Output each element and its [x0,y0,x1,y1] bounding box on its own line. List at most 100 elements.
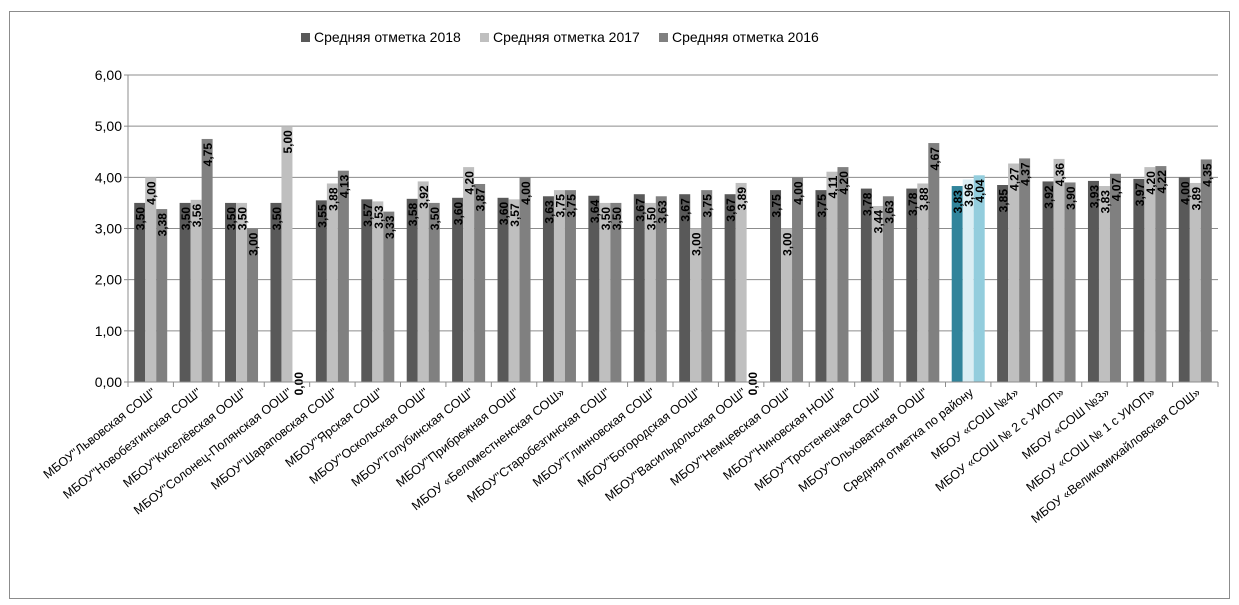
bar [1053,158,1065,382]
data-label: 3,89 [1189,187,1203,211]
bar [792,177,804,382]
legend-swatch [480,33,489,42]
bar [906,188,918,382]
data-label: 3,63 [655,200,669,224]
data-label: 4,35 [1200,163,1214,187]
data-label: 3,90 [1064,186,1078,210]
y-tick-label: 4,00 [95,169,122,185]
bar [474,183,486,382]
y-tick-label: 0,00 [95,374,122,390]
bar [917,183,929,382]
bar [1178,177,1190,382]
data-label: 4,20 [1144,171,1158,195]
bar [201,138,213,382]
bar [315,200,327,382]
bar [1087,180,1099,382]
data-label: 3,50 [270,207,284,231]
data-label: 0,00 [292,372,306,396]
bar [815,190,827,382]
data-label: 4,00 [519,181,533,205]
data-label: 4,00 [792,181,806,205]
x-axis: МБОУ"Львовская СОШ"МБОУ"Новобезгинская С… [41,381,1219,526]
data-label: 3,00 [690,232,704,256]
bar [644,202,656,382]
bar [1008,163,1020,382]
bar [1155,166,1167,382]
data-label: 3,85 [997,189,1011,213]
data-label: 3,88 [917,187,931,211]
y-tick-label: 6,00 [95,67,122,83]
bar [679,194,691,382]
data-label: 3,50 [644,207,658,231]
bar [837,167,849,382]
bar [599,202,611,382]
bar [463,167,475,382]
data-label: 3,83 [951,190,965,214]
x-category-label: МБОУ «Великомихайловская СОШ» [1029,385,1204,526]
data-label: 4,36 [1053,163,1067,187]
bar [962,179,974,382]
data-label: 3,50 [134,207,148,231]
bar [145,177,157,382]
bar [326,183,338,382]
data-label: 3,75 [564,194,578,218]
data-label: 3,00 [781,232,795,256]
data-label: 3,92 [1042,185,1056,209]
data-label: 3,67 [724,198,738,222]
bar [1019,158,1031,382]
bar [826,171,838,382]
data-label: 4,20 [837,171,851,195]
data-label: 3,78 [860,192,874,216]
bar [588,195,600,382]
data-label: 3,60 [497,201,511,225]
data-label: 3,64 [588,199,602,223]
bar [724,194,736,382]
bar [542,196,554,382]
bar [134,202,146,382]
data-label: 3,93 [1087,185,1101,209]
bar [735,182,747,382]
bar [564,190,576,382]
data-label: 3,63 [882,200,896,224]
chart-frame: 0,00 1,00 2,00 3,00 4,00 5,00 6,00 3,50 4,00 3,3… [9,11,1230,599]
data-label: 4,04 [973,179,987,203]
bar [553,190,565,382]
bar [1109,173,1121,382]
data-label: 4,20 [463,171,477,195]
legend-label: Средняя отметка 2017 [493,29,640,45]
data-label: 4,00 [1178,181,1192,205]
bar [928,143,940,382]
data-label: 3,58 [406,203,420,227]
data-label: 0,00 [746,372,760,396]
y-tick-label: 5,00 [95,118,122,134]
data-label: 3,67 [679,198,693,222]
bar [179,202,191,382]
data-label: 4,22 [1155,170,1169,194]
data-label: 3,75 [770,194,784,218]
data-label: 3,63 [542,200,556,224]
data-label: 3,96 [962,183,976,207]
data-label: 3,53 [372,205,386,229]
data-label: 3,57 [361,203,375,227]
data-label: 3,55 [315,204,329,228]
bar [452,197,464,382]
bar [1133,178,1145,382]
data-label: 3,50 [599,207,613,231]
bar [236,202,248,382]
bar [225,202,237,382]
data-label: 3,50 [428,207,442,231]
data-label: 3,75 [815,194,829,218]
data-label: 3,33 [383,215,397,239]
bar [190,199,202,382]
bar [519,177,531,382]
data-label: 4,27 [1008,167,1022,191]
data-label: 3,50 [179,207,193,231]
data-label: 3,67 [633,198,647,222]
data-label: 3,97 [1133,183,1147,207]
data-label: 4,37 [1019,162,1033,186]
bar [860,188,872,382]
data-label: 3,88 [326,187,340,211]
data-label: 3,57 [508,203,522,227]
data-label: 4,75 [201,143,215,167]
bar [997,185,1009,382]
